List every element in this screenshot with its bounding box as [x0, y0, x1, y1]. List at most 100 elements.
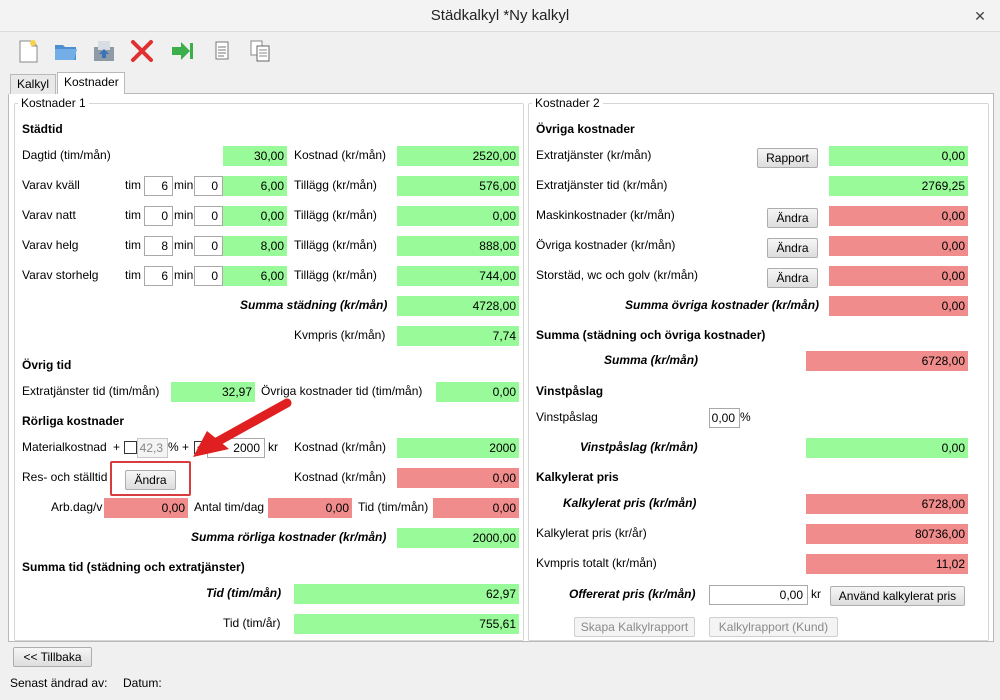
- kalkylerat-man-label: Kalkylerat pris (kr/mån): [563, 496, 697, 510]
- rapport-button[interactable]: Rapport: [757, 148, 818, 168]
- tim-label: tim: [125, 268, 141, 282]
- min-input[interactable]: 0: [194, 176, 223, 196]
- varav-label: Varav kväll: [22, 178, 80, 192]
- tim-input[interactable]: 6: [144, 266, 173, 286]
- tillbaka-button[interactable]: << Tillbaka: [13, 647, 92, 667]
- summa-value: 6728,00: [806, 351, 968, 371]
- kostnader-2-title: Kostnader 2: [532, 96, 603, 110]
- tillagg-label: Tillägg (kr/mån): [294, 208, 377, 222]
- summa-rorliga-label: Summa rörliga kostnader (kr/mån): [191, 530, 387, 544]
- extratjanster-tid-kr-value: 2769,25: [829, 176, 968, 196]
- tid-man-value: 62,97: [294, 584, 519, 604]
- anvand-kalkylerat-pris-button[interactable]: Använd kalkylerat pris: [830, 586, 965, 606]
- res-stalltid-label: Res- och ställtid: [22, 470, 108, 484]
- tab-kostnader[interactable]: Kostnader: [57, 72, 125, 94]
- plus-sign: +: [113, 440, 121, 454]
- varav-label: Varav natt: [22, 208, 76, 222]
- open-folder-icon[interactable]: [52, 37, 80, 65]
- maskinkostnader-label: Maskinkostnader (kr/mån): [536, 208, 675, 222]
- tim-input[interactable]: 6: [144, 176, 173, 196]
- tid-ar-value: 755,61: [294, 614, 519, 634]
- extratjanster-tid-value: 32,97: [171, 382, 255, 402]
- datum-label: Datum:: [123, 676, 162, 690]
- tim-label: tim: [125, 238, 141, 252]
- tillagg-label: Tillägg (kr/mån): [294, 178, 377, 192]
- extratjanster-tid-kr-label: Extratjänster tid (kr/mån): [536, 178, 668, 192]
- arb-dag-value: 0,00: [104, 498, 188, 518]
- tillagg-value: 0,00: [397, 206, 519, 226]
- summa-stadning-value: 4728,00: [397, 296, 519, 316]
- save-icon[interactable]: [90, 37, 118, 65]
- new-document-icon[interactable]: [14, 37, 42, 65]
- kalkylerat-ar-value: 80736,00: [806, 524, 968, 544]
- andra-maskin-button[interactable]: Ändra: [767, 208, 818, 228]
- close-button[interactable]: ✕: [974, 8, 986, 24]
- tim-input[interactable]: 0: [144, 206, 173, 226]
- kvmpris-totalt-label: Kvmpris totalt (kr/mån): [536, 556, 657, 570]
- min-input[interactable]: 0: [194, 206, 223, 226]
- annotation-arrow-icon: [193, 398, 292, 457]
- varav-value: 6,00: [223, 176, 287, 196]
- antal-tim-value: 0,00: [268, 498, 352, 518]
- kostnader-1-group: [14, 103, 524, 641]
- tab-divider: [125, 93, 994, 94]
- res-cost-value: 0,00: [397, 468, 519, 488]
- varav-value: 0,00: [223, 206, 287, 226]
- tillagg-label: Tillägg (kr/mån): [294, 268, 377, 282]
- material-percent-input[interactable]: 42,3: [137, 438, 168, 458]
- kalkylerat-man-value: 6728,00: [806, 494, 968, 514]
- kostnader-2-group: [528, 103, 989, 641]
- vinst-percent-label: %: [740, 410, 751, 424]
- material-percent-checkbox[interactable]: [124, 441, 137, 454]
- min-input[interactable]: 0: [194, 266, 223, 286]
- kostnader-1-title: Kostnader 1: [18, 96, 89, 110]
- tid-tim-man-label: Tid (tim/mån): [358, 500, 429, 514]
- min-input[interactable]: 0: [194, 236, 223, 256]
- tillagg-value: 744,00: [397, 266, 519, 286]
- tid-man-label: Tid (tim/mån): [206, 586, 282, 600]
- skapa-kalkylrapport-button[interactable]: Skapa Kalkylrapport: [574, 617, 695, 637]
- delete-icon[interactable]: [128, 37, 156, 65]
- vinstpaslag-input[interactable]: 0,00: [709, 408, 740, 428]
- summa-stadning-label: Summa städning (kr/mån): [240, 298, 388, 312]
- percent-label: %: [168, 440, 179, 454]
- tim-label: tim: [125, 208, 141, 222]
- varav-label: Varav helg: [22, 238, 79, 252]
- copy-icon[interactable]: [246, 37, 274, 65]
- report-icon[interactable]: [208, 37, 236, 65]
- ovrig-tid-heading: Övrig tid: [22, 358, 72, 372]
- tab-kalkyl[interactable]: Kalkyl: [10, 74, 57, 94]
- vinstpaslag-label: Vinstpåslag: [536, 410, 598, 424]
- summa-ovriga-value: 0,00: [829, 296, 968, 316]
- min-label: min: [174, 208, 194, 222]
- export-icon[interactable]: [168, 37, 196, 65]
- varav-value: 8,00: [223, 236, 287, 256]
- res-cost-label: Kostnad (kr/mån): [294, 470, 387, 484]
- offererat-pris-input[interactable]: 0,00: [709, 585, 808, 605]
- kalkylrapport-kund-button[interactable]: Kalkylrapport (Kund): [709, 617, 838, 637]
- ovriga-kostnader-tid-value: 0,00: [436, 382, 519, 402]
- storstad-value: 0,00: [829, 266, 968, 286]
- ovriga-kostnader-tid-label: Övriga kostnader tid (tim/mån): [261, 384, 423, 398]
- summa-stad-ovr-heading: Summa (städning och övriga kostnader): [536, 328, 766, 342]
- stadtid-heading: Städtid: [22, 122, 63, 136]
- highlight-box: [110, 461, 191, 496]
- offererat-kr-label: kr: [811, 587, 821, 601]
- andra-res-button[interactable]: Ändra: [125, 470, 176, 490]
- dagtid-cost: 2520,00: [397, 146, 519, 166]
- extratjanster-tid-label: Extratjänster tid (tim/mån): [22, 384, 160, 398]
- andra-ovriga-button[interactable]: Ändra: [767, 238, 818, 258]
- kvmpris-value: 7,74: [397, 326, 519, 346]
- kalkylerat-pris-heading: Kalkylerat pris: [536, 470, 619, 484]
- antal-tim-label: Antal tim/dag: [194, 500, 265, 514]
- material-cost-value: 2000: [397, 438, 519, 458]
- tid-tim-man-value: 0,00: [433, 498, 519, 518]
- rorliga-heading: Rörliga kostnader: [22, 414, 125, 428]
- tim-input[interactable]: 8: [144, 236, 173, 256]
- kvmpris-totalt-value: 11,02: [806, 554, 968, 574]
- vinstpaslag-sum-value: 0,00: [806, 438, 968, 458]
- dagtid-cost-label: Kostnad (kr/mån): [294, 148, 387, 162]
- summa-rorliga-value: 2000,00: [397, 528, 519, 548]
- andra-storstad-button[interactable]: Ändra: [767, 268, 818, 288]
- arb-dag-label: Arb.dag/v: [51, 500, 103, 514]
